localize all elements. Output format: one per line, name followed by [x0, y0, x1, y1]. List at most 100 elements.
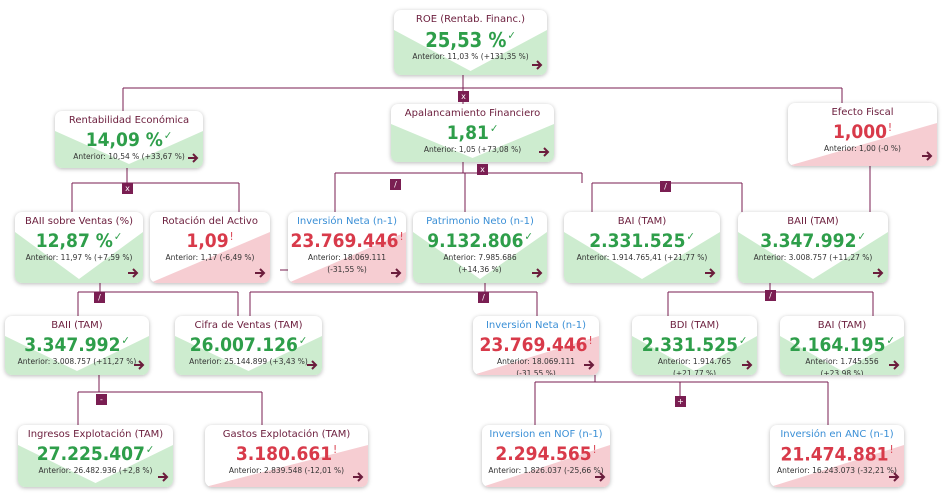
card-title: Ingresos Explotación (TAM) [27, 429, 164, 440]
previous-value: Anterior: 10,54 % (+33,67 %) [73, 152, 185, 161]
kpi-card-baii-ventas[interactable]: BAII sobre Ventas (%) 12,87 %✓ Anterior: 1… [15, 212, 143, 283]
card-title: Efecto Fiscal [831, 107, 894, 118]
card-title: BDI (TAM) [669, 320, 720, 331]
card-value: 3.180.661! [205, 443, 368, 465]
arrow-right-icon[interactable] [887, 470, 901, 484]
trend-up-fill [413, 232, 547, 283]
value-text: 2.331.525 [641, 334, 738, 357]
card-title: Inversión Neta (n-1) [485, 320, 587, 331]
arrow-right-icon[interactable] [593, 470, 607, 484]
kpi-card-apalancamiento[interactable]: Apalancamiento Financiero 1,81✓ Anterior: … [391, 104, 554, 162]
previous-value: Anterior: 16.243.073 (-32,21 %) [777, 466, 897, 475]
card-value: 21.474.881! [770, 443, 904, 465]
kpi-card-bai-tam[interactable]: BAI (TAM) 2.331.525✓ Anterior: 1.914.765,4… [564, 212, 720, 283]
kpi-card-bai-tam-2[interactable]: BAI (TAM) 2.164.195✓ Anterior: 1.745.556 (+… [780, 316, 904, 375]
operator-divide: / [390, 179, 401, 190]
kpi-card-bdi-tam[interactable]: BDI (TAM) 2.331.525✓ Anterior: 1.914.765 (+… [632, 316, 757, 375]
previous-value: Anterior: 3.008.757 (+11,27 %) [753, 253, 873, 262]
previous-value: Anterior: 1.826.037 (-25,66 %) [488, 466, 604, 475]
kpi-card-efecto-fiscal[interactable]: Efecto Fiscal 1,000! Anterior: 1,00 (-0 %) [788, 103, 937, 166]
value-text: 1,000 [832, 121, 888, 144]
trend-up-fill [564, 232, 720, 283]
value-text: 25,53 % [425, 28, 507, 52]
previous-value: (+14,36 %) [458, 265, 502, 274]
arrow-right-icon[interactable] [530, 58, 544, 72]
arrow-right-icon[interactable] [703, 266, 717, 280]
kpi-card-inversion-nof[interactable]: Inversion en NOF (n-1) 2.294.565! Anterior… [482, 425, 610, 487]
trend-up-fill [5, 336, 149, 375]
kpi-card-rentabilidad-economica[interactable]: Rentabilidad Económica 14,09 %✓ Anterior: … [55, 111, 203, 168]
trend-up-fill [175, 336, 322, 375]
arrow-right-icon[interactable] [351, 470, 365, 484]
arrow-right-icon[interactable] [126, 266, 140, 280]
card-title: Patrimonio Neto (n-1) [426, 216, 534, 227]
check-icon: ✓ [489, 122, 499, 135]
previous-value: Anterior: 25.144.899 (+3,43 %) [189, 357, 308, 366]
previous-value: Anterior: 1,05 (+73,08 %) [423, 145, 522, 154]
kpi-card-baii-tam[interactable]: BAII (TAM) 3.347.992✓ Anterior: 3.008.757 … [738, 212, 888, 283]
card-value: 27.225.407✓ [18, 443, 173, 465]
value-text: 12,87 % [35, 230, 113, 253]
card-value: 3.347.992✓ [5, 334, 149, 356]
arrow-right-icon[interactable] [132, 358, 146, 372]
arrow-right-icon[interactable] [582, 358, 596, 372]
kpi-card-baii-tam-2[interactable]: BAII (TAM) 3.347.992✓ Anterior: 3.008.757 … [5, 316, 149, 375]
value-text: 21.474.881 [780, 443, 889, 466]
value-text: 23.769.446 [290, 230, 399, 253]
check-icon: ✓ [298, 334, 308, 347]
exclamation-icon: ! [588, 334, 593, 347]
card-title: Inversión en ANC (n-1) [780, 429, 894, 440]
previous-value: Anterior: 18.069.111 [497, 357, 575, 366]
arrow-right-icon[interactable] [887, 358, 901, 372]
previous-value: (-31,55 %) [327, 265, 367, 274]
card-title: ROE (Rentab. Financ.) [415, 14, 526, 25]
arrow-right-icon[interactable] [389, 266, 403, 280]
card-value: 1,81✓ [391, 122, 554, 144]
kpi-card-rotacion-activo[interactable]: Rotación del Activo 1,09! Anterior: 1,17 (… [150, 212, 270, 283]
value-text: 2.164.195 [789, 334, 886, 357]
kpi-card-roe[interactable]: ROE (Rentab. Financ.) 25,53 %✓ Anterior: 1… [394, 10, 547, 75]
card-value: 23.769.446! [473, 334, 599, 356]
previous-value: (-31,55 %) [516, 369, 556, 375]
arrow-right-icon[interactable] [537, 145, 551, 159]
exclamation-icon: ! [399, 230, 404, 243]
operator-multiply: x [458, 91, 469, 102]
kpi-card-inversion-neta-2[interactable]: Inversión Neta (n-1) 23.769.446! Anterior:… [473, 316, 599, 375]
trend-up-fill [15, 232, 143, 283]
check-icon: ✓ [524, 230, 533, 243]
arrow-right-icon[interactable] [740, 358, 754, 372]
card-value: 25,53 %✓ [394, 28, 547, 52]
operator-multiply: x [477, 164, 488, 175]
trend-up-fill [394, 30, 547, 75]
previous-value: Anterior: 1.914.765,41 (+21,77 %) [576, 253, 708, 262]
kpi-card-cifra-ventas[interactable]: Cifra de Ventas (TAM) 26.007.126✓ Anterior… [175, 316, 322, 375]
card-title: BAII (TAM) [51, 320, 103, 331]
card-title: BAI (TAM) [817, 320, 867, 331]
value-text: 14,09 % [85, 129, 163, 152]
operator-multiply: x [122, 183, 133, 194]
arrow-right-icon[interactable] [530, 266, 544, 280]
arrow-right-icon[interactable] [305, 358, 319, 372]
card-title: Cifra de Ventas (TAM) [194, 320, 303, 331]
operator-divide: / [94, 292, 105, 303]
kpi-card-inversion-neta[interactable]: Inversión Neta (n-1) 23.769.446! Anterior:… [288, 212, 406, 283]
card-title: Apalancamiento Financiero [404, 108, 541, 119]
arrow-right-icon[interactable] [920, 149, 934, 163]
previous-value: Anterior: 1,17 (-6,49 %) [165, 253, 255, 262]
arrow-right-icon[interactable] [156, 470, 170, 484]
kpi-card-patrimonio-neto[interactable]: Patrimonio Neto (n-1) 9.132.806✓ Anterior:… [413, 212, 547, 283]
value-text: 2.331.525 [589, 230, 686, 253]
arrow-right-icon[interactable] [871, 266, 885, 280]
value-text: 27.225.407 [36, 443, 145, 466]
arrow-right-icon[interactable] [253, 266, 267, 280]
arrow-right-icon[interactable] [186, 151, 200, 165]
kpi-card-gastos-explotacion[interactable]: Gastos Explotación (TAM) 3.180.661! Anteri… [205, 425, 368, 487]
kpi-card-ingresos-explotacion[interactable]: Ingresos Explotación (TAM) 27.225.407✓ Ant… [18, 425, 173, 487]
trend-down-fill [473, 336, 599, 375]
card-value: 2.331.525✓ [632, 334, 757, 356]
kpi-card-inversion-anc[interactable]: Inversión en ANC (n-1) 21.474.881! Anterio… [770, 425, 904, 487]
check-icon: ✓ [507, 29, 516, 43]
value-text: 23.769.446 [479, 334, 588, 357]
card-value: 1,000! [788, 121, 937, 143]
trend-up-fill [780, 336, 904, 375]
